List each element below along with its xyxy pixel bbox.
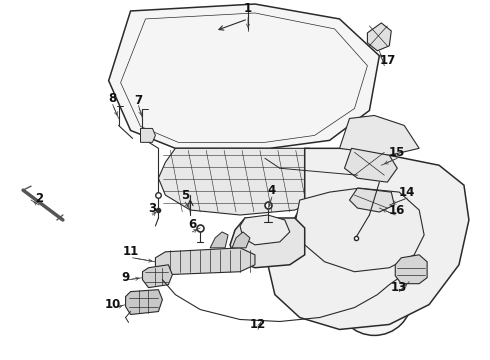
Polygon shape: [230, 218, 305, 268]
Polygon shape: [268, 148, 469, 329]
Text: 1: 1: [244, 3, 252, 15]
Polygon shape: [210, 232, 228, 248]
Circle shape: [337, 260, 412, 336]
Text: 14: 14: [399, 186, 416, 199]
Polygon shape: [295, 188, 424, 272]
Polygon shape: [155, 248, 255, 275]
Text: 10: 10: [104, 298, 121, 311]
Circle shape: [414, 265, 424, 275]
Text: 2: 2: [35, 192, 43, 204]
Circle shape: [363, 286, 386, 310]
Polygon shape: [232, 232, 250, 248]
Text: 6: 6: [188, 219, 196, 231]
Text: 3: 3: [148, 202, 156, 215]
Text: 4: 4: [268, 184, 276, 197]
Polygon shape: [340, 116, 419, 155]
Polygon shape: [125, 290, 162, 315]
Text: 8: 8: [108, 92, 117, 105]
Polygon shape: [240, 215, 290, 245]
Polygon shape: [109, 4, 379, 148]
Polygon shape: [368, 23, 392, 51]
Polygon shape: [141, 129, 155, 142]
Text: 16: 16: [389, 203, 405, 216]
Text: 17: 17: [379, 54, 395, 67]
Text: 9: 9: [122, 271, 130, 284]
Polygon shape: [395, 255, 427, 284]
Text: 13: 13: [391, 281, 407, 294]
Text: 11: 11: [122, 245, 139, 258]
Text: 12: 12: [250, 318, 266, 331]
Circle shape: [349, 273, 399, 323]
Polygon shape: [344, 148, 397, 182]
Polygon shape: [349, 188, 394, 212]
Text: 5: 5: [181, 189, 190, 202]
Text: 15: 15: [389, 146, 405, 159]
Text: 7: 7: [134, 94, 143, 107]
Polygon shape: [143, 265, 172, 288]
Polygon shape: [158, 148, 344, 215]
